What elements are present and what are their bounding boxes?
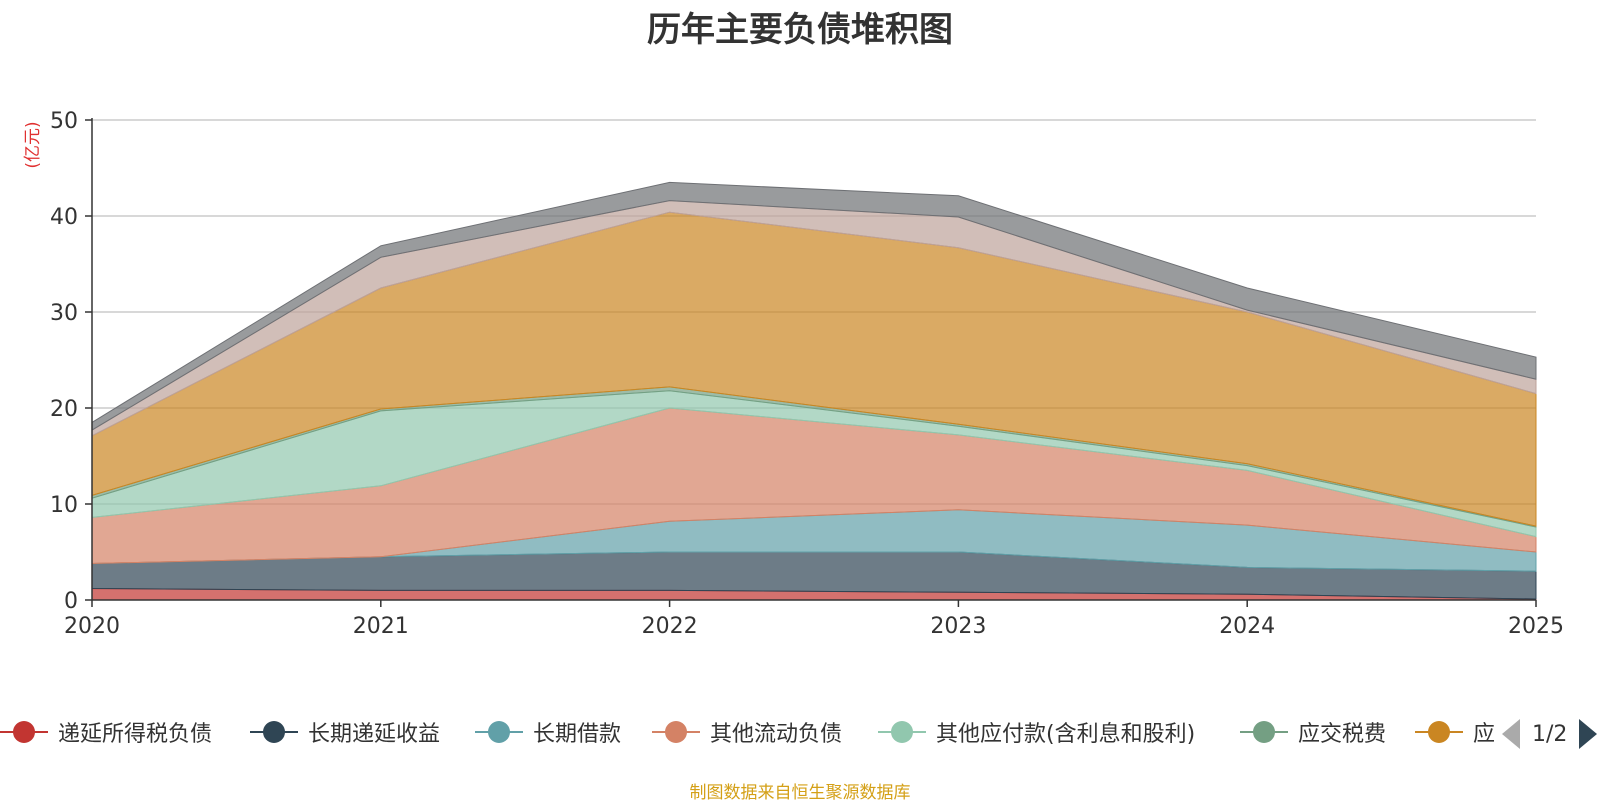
legend-marker-icon [652, 712, 700, 752]
area-layer [91, 181, 1537, 601]
y-tick-label: 30 [50, 301, 78, 326]
legend-item[interactable]: 应交税费 [1240, 712, 1386, 752]
stacked-area-chart: 0 10 20 30 40 50 2020 2021 2022 2023 2024 2025 (亿元) [23, 109, 1564, 639]
y-tick-label: 50 [50, 109, 78, 134]
legend-next-page-icon[interactable] [1579, 719, 1598, 749]
y-axis-label: (亿元) [23, 121, 43, 168]
legend-label: 应 [1473, 722, 1496, 747]
x-tick-label: 2021 [353, 614, 409, 639]
legend-marker-icon [878, 712, 926, 752]
legend-item[interactable]: 长期递延收益 [250, 712, 440, 752]
legend-marker-icon [1415, 712, 1463, 752]
legend-item[interactable]: 递延所得税负债 [0, 712, 212, 752]
y-tick-label: 10 [50, 493, 78, 518]
legend-label: 应交税费 [1298, 722, 1387, 747]
legend-label: 其他流动负债 [710, 722, 843, 747]
x-tick-label: 2020 [64, 614, 120, 639]
legend-marker-icon [0, 712, 48, 752]
legend-label: 长期递延收益 [308, 722, 441, 747]
y-tick-label: 40 [50, 205, 78, 230]
x-tick-label: 2022 [642, 614, 698, 639]
legend-label: 递延所得税负债 [58, 722, 213, 747]
y-tick-label: 0 [64, 589, 78, 614]
legend-item[interactable]: 应 [1415, 712, 1495, 752]
legend: 递延所得税负债 长期递延收益 长期借款 其他流动负债 其他应付款(含利息和股利) 应交税费… [0, 712, 1500, 752]
legend-marker-icon [1240, 712, 1288, 752]
axis-layer: 0 10 20 30 40 50 2020 2021 2022 2023 2024 2025 (亿元) [23, 109, 1564, 639]
chart-title: 历年主要负债堆积图 [647, 10, 953, 50]
legend-item[interactable]: 其他流动负债 [652, 712, 842, 752]
legend-label: 其他应付款(含利息和股利) [936, 722, 1196, 747]
legend-marker-icon [475, 712, 523, 752]
source-note: 制图数据来自恒生聚源数据库 [689, 783, 911, 803]
legend-item[interactable]: 长期借款 [475, 712, 621, 752]
y-tick-label: 20 [50, 397, 78, 422]
legend-label: 长期借款 [533, 722, 622, 747]
area-series-9 [91, 181, 1537, 431]
legend-page-indicator: 1/2 [1532, 721, 1568, 747]
x-tick-label: 2023 [930, 614, 986, 639]
x-tick-label: 2025 [1508, 614, 1564, 639]
legend-marker-icon [250, 712, 298, 752]
legend-pager: 1/2 [1500, 716, 1600, 752]
x-tick-label: 2024 [1219, 614, 1275, 639]
legend-prev-page-icon[interactable] [1502, 719, 1520, 749]
legend-item[interactable]: 其他应付款(含利息和股利) [878, 712, 1195, 752]
